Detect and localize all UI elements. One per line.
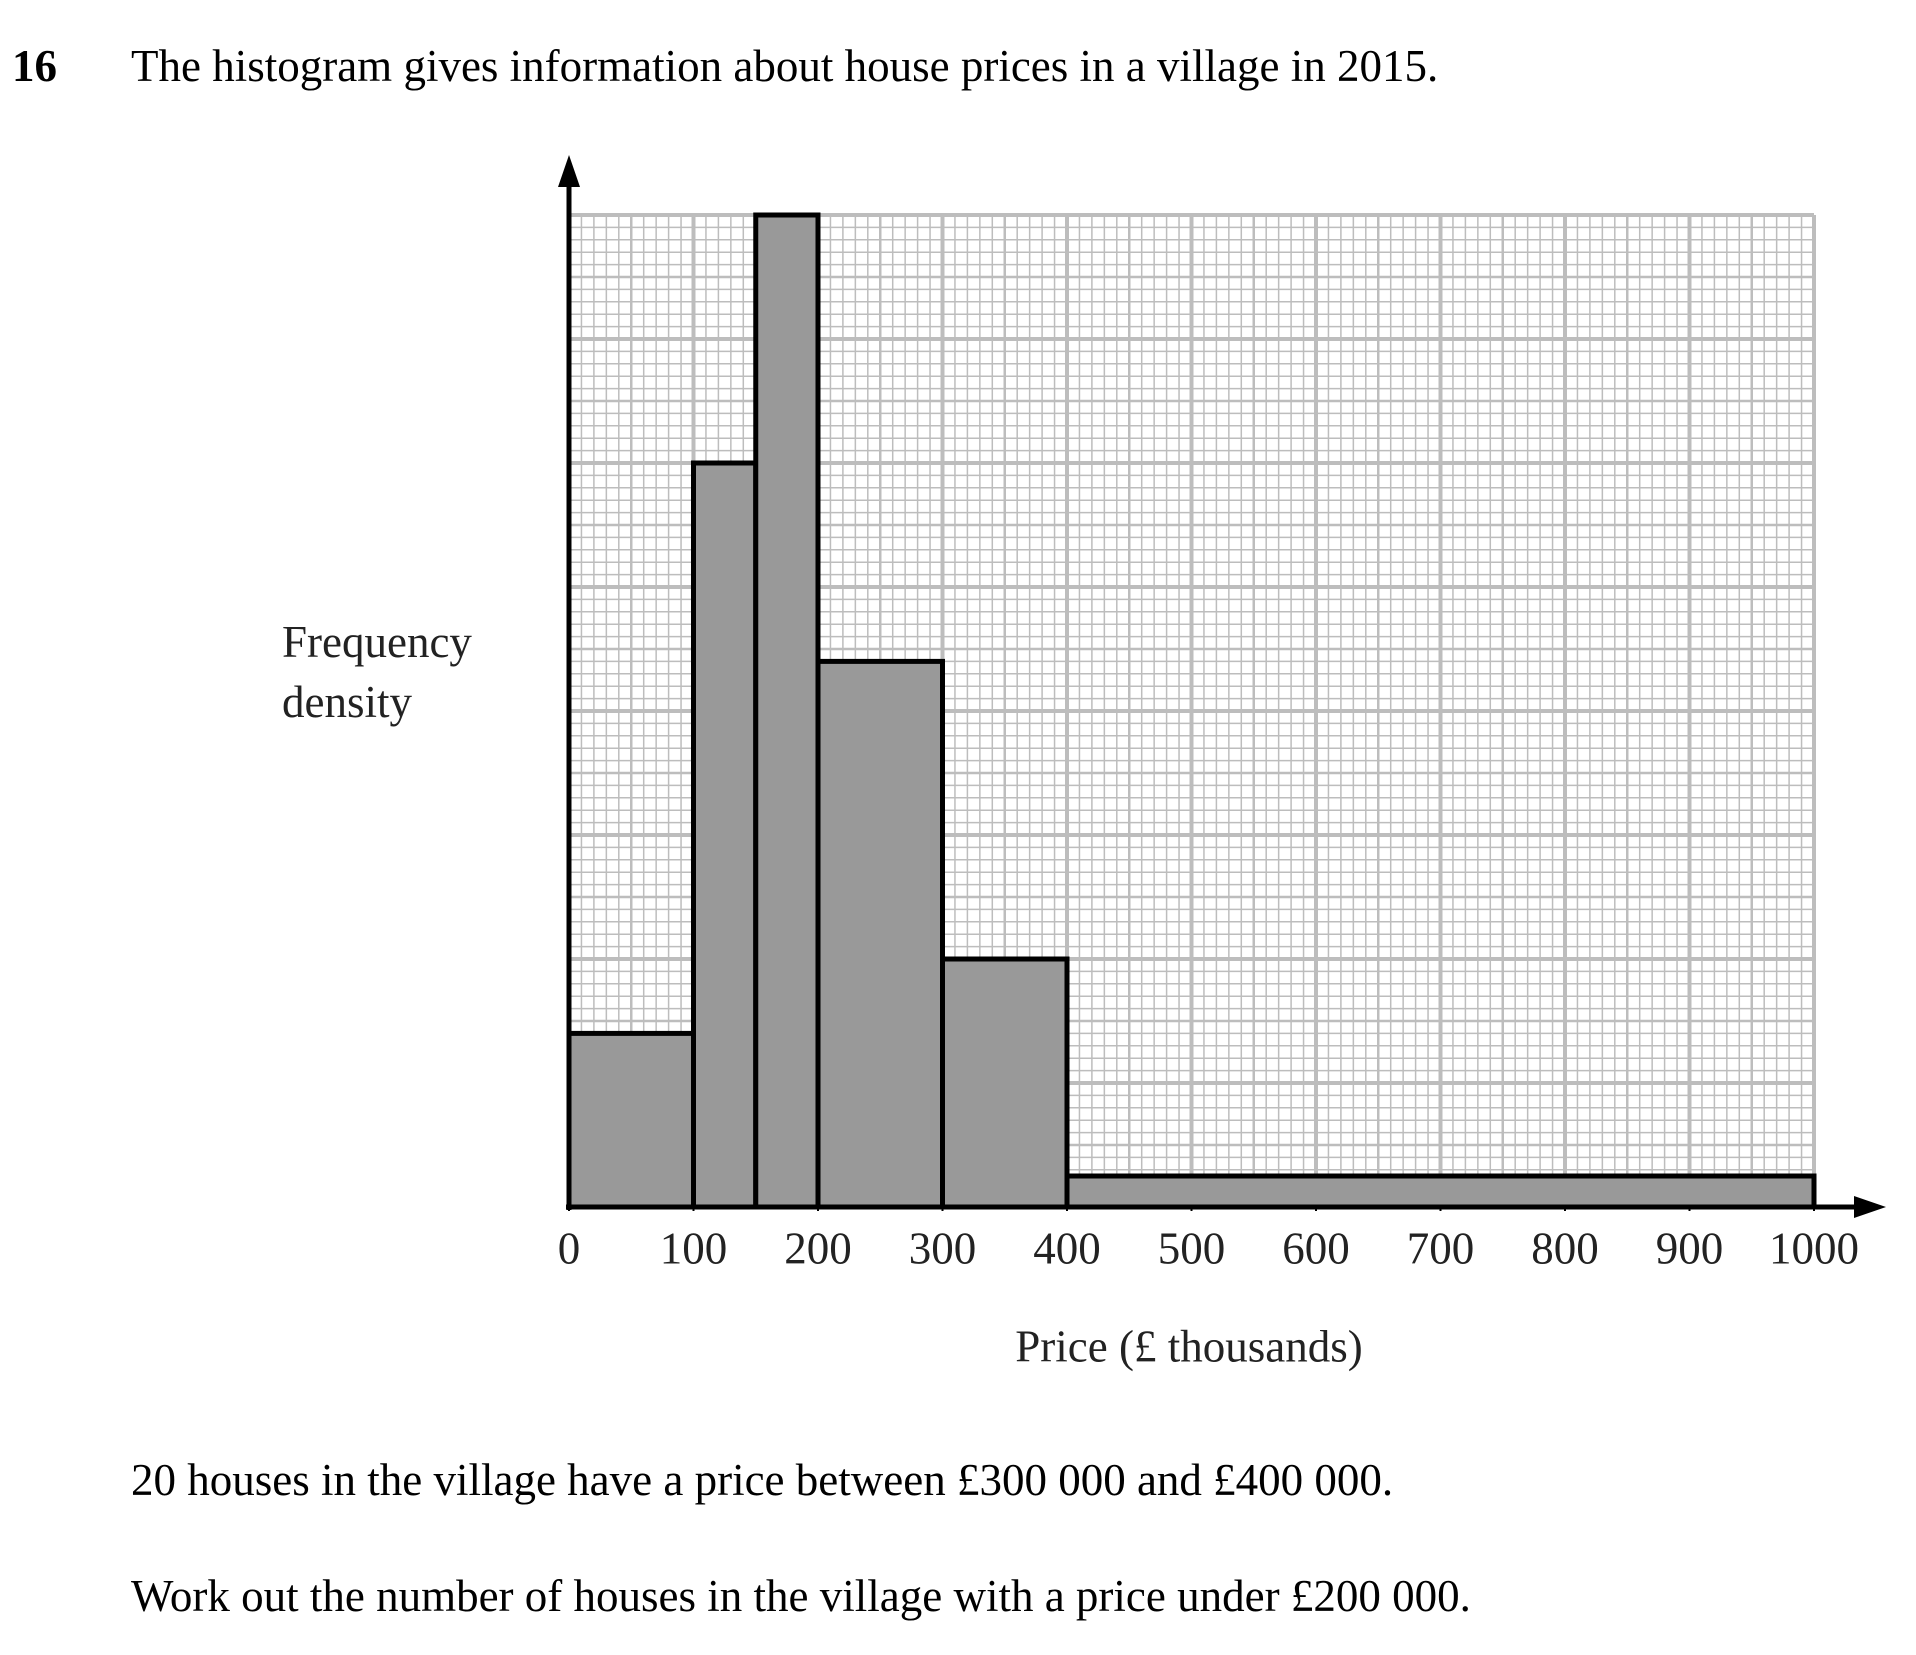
x-tick-label: 200 <box>784 1223 852 1273</box>
x-axis-arrow <box>1854 1196 1886 1218</box>
x-tick-label: 100 <box>660 1223 728 1273</box>
x-tick-label: 0 <box>558 1223 581 1273</box>
x-tick-label: 500 <box>1158 1223 1226 1273</box>
question-intro: The histogram gives information about ho… <box>131 41 1439 91</box>
bar <box>940 956 1070 1210</box>
x-tick-label: 900 <box>1656 1223 1724 1273</box>
question-task: Work out the number of houses in the vil… <box>131 1571 1471 1621</box>
bar <box>566 1030 696 1210</box>
x-tick-label: 400 <box>1033 1223 1101 1273</box>
bar <box>753 212 821 1210</box>
y-axis-label: Frequency density <box>282 617 472 727</box>
x-axis-label: Price (£ thousands) <box>1015 1321 1362 1371</box>
x-tick-label: 700 <box>1407 1223 1475 1273</box>
question-number: 16 <box>12 41 57 91</box>
bar <box>815 658 945 1210</box>
y-axis-arrow <box>558 155 580 187</box>
bar <box>1064 1173 1817 1210</box>
x-tick-label: 800 <box>1531 1223 1599 1273</box>
question-given: 20 houses in the village have a price be… <box>131 1455 1394 1505</box>
x-tick-label: 600 <box>1282 1223 1350 1273</box>
x-tick-label: 300 <box>909 1223 977 1273</box>
x-tick-label: 1000 <box>1769 1223 1859 1273</box>
bar <box>691 460 759 1210</box>
